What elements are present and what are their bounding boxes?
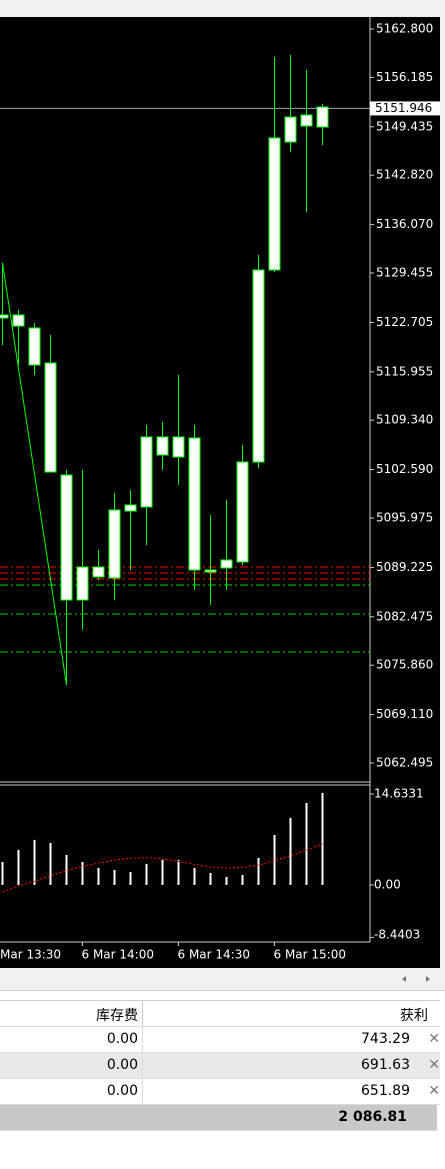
candle-body — [236, 461, 249, 563]
y-tick-label: 5162.800 — [376, 22, 433, 36]
chart-bg — [0, 17, 440, 968]
candle-body — [28, 327, 41, 366]
y-tick-label: 5136.070 — [376, 217, 433, 231]
total-row: 2 086.81 — [0, 1105, 437, 1131]
close-button[interactable]: ✕ — [428, 1031, 440, 1047]
y-tick-label: 5115.955 — [376, 364, 433, 378]
y-tick-label: 5149.435 — [376, 119, 433, 133]
candle-body — [316, 106, 329, 128]
candle-body — [76, 566, 89, 601]
y-tick-label: 5129.455 — [376, 266, 433, 280]
candle-body — [92, 566, 105, 578]
candle-body — [252, 269, 265, 463]
y-tick-label: 5109.340 — [376, 413, 433, 427]
close-button[interactable]: ✕ — [428, 1057, 440, 1073]
table-row: 0.00 691.63 ✕ — [0, 1053, 440, 1079]
candle-body — [220, 559, 233, 569]
x-tick-label: Mar 13:30 — [0, 948, 61, 962]
signal-line — [2, 843, 323, 893]
x-tick-label: 6 Mar 14:30 — [178, 948, 251, 962]
candle-body — [140, 436, 153, 508]
price-label-bg — [370, 101, 440, 116]
candle-body — [300, 114, 313, 127]
y-tick-label: 5156.185 — [376, 70, 433, 84]
col-header: 获利 — [400, 1008, 428, 1024]
table: 库存费 获利 0.00 743.29 ✕ 0.00 691.63 ✕ 0.00 651.89 ✕… — [0, 1000, 440, 1131]
close-button[interactable]: ✕ — [428, 1083, 440, 1099]
y-tick-label: 5122.705 — [376, 315, 433, 329]
cell: 743.29 — [361, 1031, 410, 1047]
cell: 0.00 — [106, 1031, 138, 1047]
candle-body — [0, 314, 9, 319]
scroll-arrows — [402, 976, 430, 982]
candle-body — [44, 362, 57, 473]
candle-body — [108, 509, 121, 579]
table-row: 0.00 651.89 ✕ — [0, 1079, 440, 1105]
x-tick-label: 6 Mar 14:00 — [82, 948, 155, 962]
cell: 0.00 — [106, 1057, 138, 1073]
y-tick-label: 5102.590 — [376, 462, 433, 476]
candle-body — [124, 504, 137, 512]
y-tick-label: 5075.860 — [376, 658, 433, 672]
y-tick-label: 5062.495 — [376, 756, 433, 770]
candle-body — [156, 436, 169, 456]
y-tick-label: -8.4403 — [374, 928, 420, 942]
candle-body — [12, 314, 25, 327]
y-tick-label: 14.6331 — [374, 787, 424, 801]
table-row: 0.00 743.29 ✕ — [0, 1027, 440, 1053]
y-tick-label: 5069.110 — [376, 707, 433, 721]
cell: 691.63 — [361, 1057, 410, 1073]
price-label: 5151.946 — [375, 101, 432, 115]
y-tick-label: 5095.975 — [376, 511, 433, 525]
scrollbar[interactable] — [0, 968, 445, 991]
zigzag — [2, 262, 67, 686]
col-header: 库存费 — [96, 1008, 138, 1024]
cell: 0.00 — [106, 1083, 138, 1099]
x-tick-label: 6 Mar 15:00 — [274, 948, 347, 962]
y-tick-label: 0.00 — [374, 877, 401, 891]
table-header: 库存费 获利 — [0, 1000, 440, 1027]
y-tick-label: 5089.225 — [376, 560, 433, 574]
cell: 651.89 — [361, 1083, 410, 1099]
candle-body — [284, 116, 297, 143]
candle-body — [188, 437, 201, 571]
candle-body — [268, 137, 281, 271]
y-tick-label: 5082.475 — [376, 609, 433, 623]
chart: 5162.800 5156.185 5149.435 5142.820 5136.070… — [0, 17, 445, 968]
y-tick-label: 5142.820 — [376, 168, 433, 182]
candle-body — [204, 569, 217, 573]
total: 2 086.81 — [338, 1109, 407, 1125]
chart-edge — [440, 17, 445, 968]
candle-body — [60, 474, 73, 601]
candle-body — [172, 436, 185, 458]
